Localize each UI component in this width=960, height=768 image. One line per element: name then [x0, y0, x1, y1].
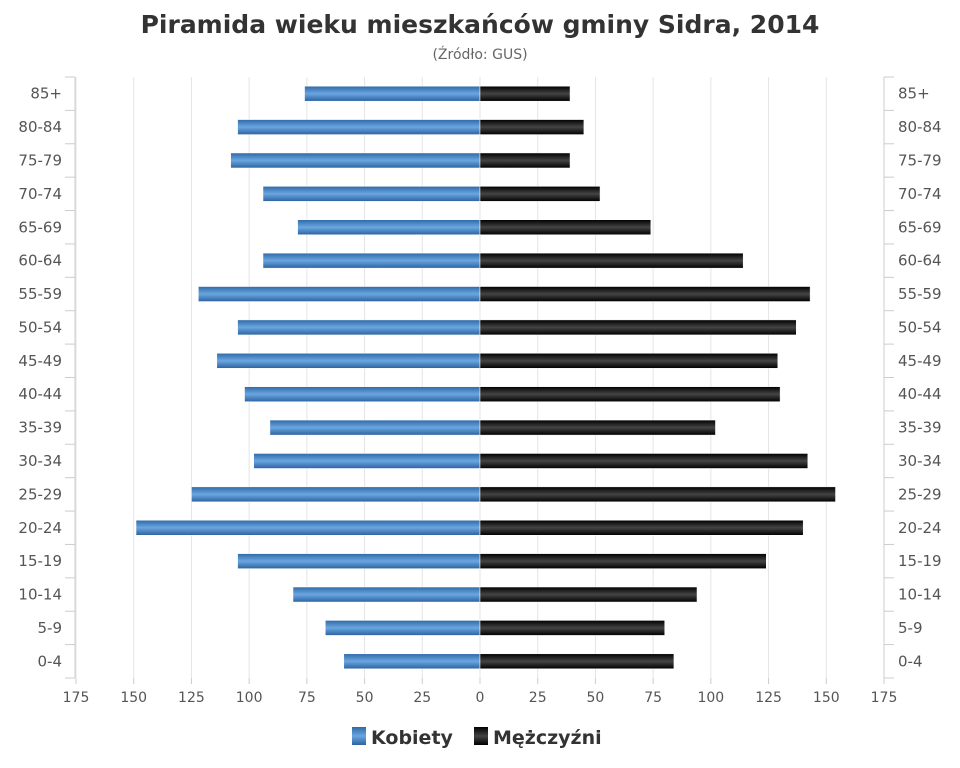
bar-mezczyzni [479, 353, 779, 369]
bar-kobiety [216, 353, 481, 369]
bar-kobiety [343, 653, 481, 670]
bar-mezczyzni [479, 186, 601, 202]
y-label-left: 35-39 [18, 419, 62, 437]
legend-label-mezczyzni: Mężczyźni [493, 727, 602, 749]
bar-kobiety [237, 119, 481, 135]
bar-kobiety [269, 419, 481, 436]
bar-kobiety [191, 486, 481, 503]
bar-mezczyzni [479, 453, 809, 469]
bar-kobiety [244, 386, 481, 402]
legend-swatch-kobiety [352, 727, 366, 745]
y-label-right: 15-19 [898, 552, 942, 570]
bar-mezczyzni [479, 553, 767, 569]
y-label-left: 30-34 [18, 452, 62, 470]
y-label-right: 35-39 [898, 419, 942, 437]
bar-mezczyzni [479, 219, 652, 235]
y-label-left: 55-59 [18, 285, 62, 303]
bar-mezczyzni [479, 520, 804, 536]
legend-item-mezczyzni[interactable]: Mężczyźni [474, 727, 602, 749]
bar-kobiety [253, 453, 481, 469]
bar-kobiety [237, 553, 481, 569]
x-tick-label: 175 [871, 690, 898, 706]
bar-mezczyzni [479, 286, 811, 302]
y-label-left: 85+ [30, 85, 62, 103]
y-label-left: 25-29 [18, 485, 62, 503]
bar-mezczyzni [479, 319, 797, 336]
x-tick-label: 100 [697, 690, 724, 706]
x-tick-label: 125 [178, 690, 205, 706]
y-label-left: 5-9 [38, 619, 63, 637]
x-tick-label: 175 [63, 690, 90, 706]
x-tick-label: 75 [644, 690, 662, 706]
x-tick-label: 25 [529, 690, 547, 706]
y-label-right: 55-59 [898, 285, 942, 303]
y-label-left: 40-44 [18, 385, 62, 403]
bar-kobiety [292, 586, 481, 603]
bar-mezczyzni [479, 119, 585, 135]
y-label-right: 70-74 [898, 185, 942, 203]
bar-mezczyzni [479, 486, 836, 503]
legend: Kobiety Mężczyźni [352, 727, 602, 749]
x-tick-label: 50 [587, 690, 605, 706]
bar-mezczyzni [479, 386, 781, 402]
bar-kobiety [262, 186, 481, 202]
y-label-left: 20-24 [18, 519, 62, 537]
y-label-right: 65-69 [898, 218, 942, 236]
y-label-left: 75-79 [18, 151, 62, 169]
bar-kobiety [237, 319, 481, 336]
y-label-left: 65-69 [18, 218, 62, 236]
bar-kobiety [304, 85, 481, 102]
bar-mezczyzni [479, 252, 744, 269]
y-label-left: 15-19 [18, 552, 62, 570]
y-label-left: 50-54 [18, 318, 62, 336]
y-label-right: 10-14 [898, 586, 942, 604]
y-label-left: 0-4 [38, 652, 63, 670]
bar-mezczyzni [479, 85, 571, 102]
y-label-right: 0-4 [898, 652, 923, 670]
x-tick-label: 25 [413, 690, 431, 706]
bar-mezczyzni [479, 653, 675, 670]
bar-mezczyzni [479, 152, 571, 169]
y-label-left: 80-84 [18, 118, 62, 136]
y-label-left: 70-74 [18, 185, 62, 203]
y-label-right: 45-49 [898, 352, 942, 370]
y-label-left: 45-49 [18, 352, 62, 370]
bar-mezczyzni [479, 620, 665, 636]
y-label-left: 10-14 [18, 586, 62, 604]
legend-label-kobiety: Kobiety [371, 727, 454, 749]
bar-kobiety [262, 252, 481, 269]
x-tick-label: 150 [120, 690, 147, 706]
x-tick-label: 150 [813, 690, 840, 706]
x-tick-label: 50 [356, 690, 374, 706]
chart-subtitle: (Źródło: GUS) [432, 45, 527, 63]
y-label-right: 30-34 [898, 452, 942, 470]
legend-swatch-mezczyzni [474, 727, 488, 745]
y-label-right: 25-29 [898, 485, 942, 503]
chart-title: Piramida wieku mieszkańców gminy Sidra, … [141, 10, 820, 39]
bar-kobiety [198, 286, 481, 302]
x-tick-label: 75 [298, 690, 316, 706]
y-label-right: 40-44 [898, 385, 942, 403]
y-label-right: 85+ [898, 85, 930, 103]
y-label-right: 80-84 [898, 118, 942, 136]
bar-mezczyzni [479, 586, 698, 603]
bar-kobiety [230, 152, 481, 169]
y-label-right: 20-24 [898, 519, 942, 537]
y-label-right: 50-54 [898, 318, 942, 336]
bar-kobiety [325, 620, 481, 636]
y-label-right: 5-9 [898, 619, 923, 637]
y-label-left: 60-64 [18, 252, 62, 270]
y-label-right: 75-79 [898, 151, 942, 169]
bar-mezczyzni [479, 419, 716, 436]
x-tick-label: 100 [236, 690, 263, 706]
bar-kobiety [135, 520, 481, 536]
x-tick-label: 125 [755, 690, 782, 706]
legend-item-kobiety[interactable]: Kobiety [352, 727, 454, 749]
bar-kobiety [297, 219, 481, 235]
x-tick-label: 0 [476, 690, 485, 706]
y-label-right: 60-64 [898, 252, 942, 270]
